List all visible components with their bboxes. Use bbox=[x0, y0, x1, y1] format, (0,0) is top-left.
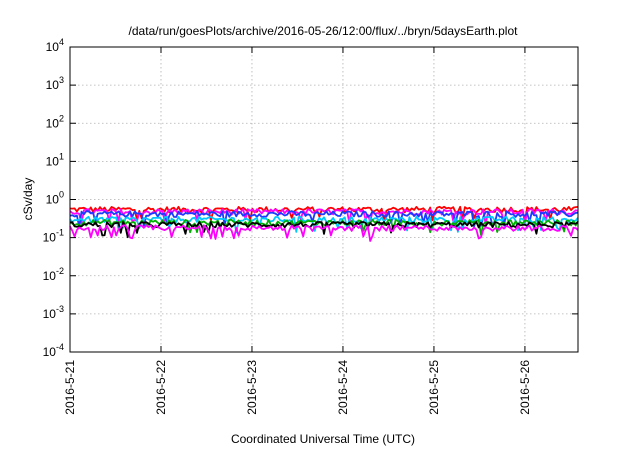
y-tick-label: 10-2 bbox=[43, 266, 64, 283]
x-tick-label: 2016-5-25 bbox=[427, 360, 441, 415]
x-axis-label: Coordinated Universal Time (UTC) bbox=[231, 432, 415, 446]
x-tick-label: 2016-5-24 bbox=[336, 360, 350, 415]
chart-title: /data/run/goesPlots/archive/2016-05-26/1… bbox=[129, 24, 519, 38]
grid bbox=[70, 47, 578, 352]
series-layer bbox=[69, 205, 579, 242]
y-tick-label: 103 bbox=[46, 75, 64, 92]
y-axis: 10-4 10-3 10-2 10-1 100 101 102 103 104 bbox=[43, 37, 578, 359]
series-line bbox=[69, 218, 579, 236]
y-tick-label: 100 bbox=[46, 190, 64, 207]
y-tick-label: 10-3 bbox=[43, 304, 64, 321]
y-tick-label: 104 bbox=[46, 37, 64, 54]
series-line bbox=[69, 224, 579, 242]
y-tick-label: 10-4 bbox=[43, 342, 64, 359]
x-tick-label: 2016-5-23 bbox=[245, 360, 259, 415]
series-line bbox=[69, 215, 579, 234]
x-tick-label: 2016-5-21 bbox=[63, 360, 77, 415]
x-axis: 2016-5-21 2016-5-22 2016-5-23 2016-5-24 2016… bbox=[63, 47, 532, 415]
y-axis-label: cSv/day bbox=[21, 178, 35, 221]
y-tick-label: 101 bbox=[46, 151, 64, 168]
x-tick-label: 2016-5-22 bbox=[154, 360, 168, 415]
y-tick-label: 10-1 bbox=[43, 228, 64, 245]
x-tick-label: 2016-5-26 bbox=[518, 360, 532, 415]
y-tick-label: 102 bbox=[46, 113, 64, 130]
